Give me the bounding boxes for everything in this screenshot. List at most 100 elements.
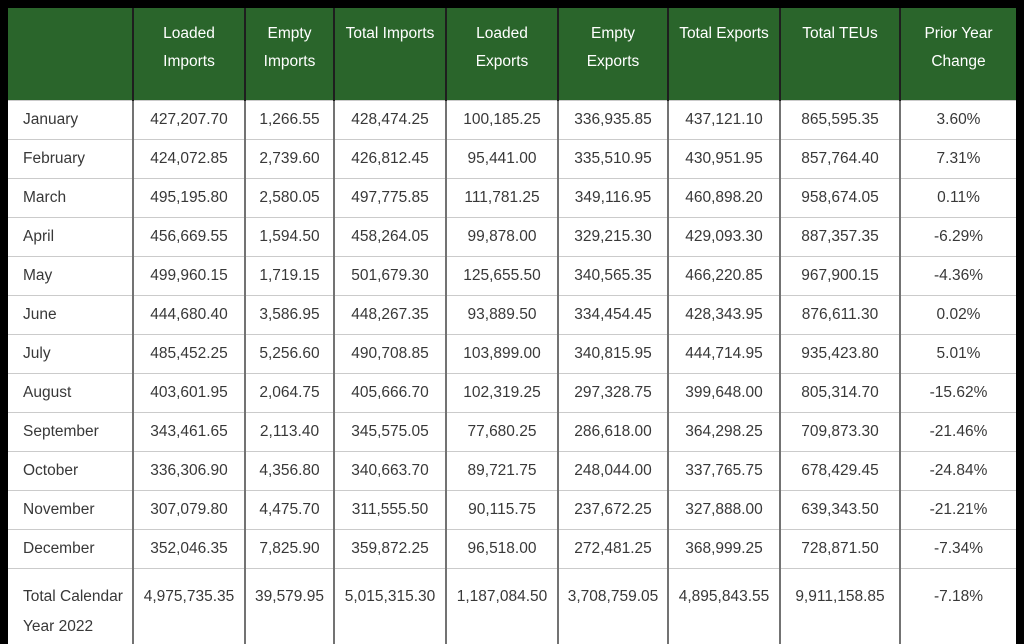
value-cell: 0.11% [900,179,1016,218]
value-cell: 237,672.25 [558,491,668,530]
value-cell: 340,565.35 [558,257,668,296]
value-cell: 334,454.45 [558,296,668,335]
value-cell: 3,586.95 [245,296,334,335]
value-cell: 297,328.75 [558,374,668,413]
value-cell: 857,764.40 [780,140,900,179]
value-cell: 335,510.95 [558,140,668,179]
value-cell: 7.31% [900,140,1016,179]
row-label: June [8,296,133,335]
value-cell: 111,781.25 [446,179,558,218]
value-cell: 4,975,735.35 [133,569,245,644]
value-cell: 428,474.25 [334,101,446,140]
value-cell: 458,264.05 [334,218,446,257]
value-cell: 125,655.50 [446,257,558,296]
value-cell: 485,452.25 [133,335,245,374]
row-label: July [8,335,133,374]
value-cell: 307,079.80 [133,491,245,530]
value-cell: 639,343.50 [780,491,900,530]
row-label: April [8,218,133,257]
column-header: Total TEUs [780,8,900,101]
value-cell: 967,900.15 [780,257,900,296]
value-cell: 337,765.75 [668,452,780,491]
column-header: Empty Imports [245,8,334,101]
value-cell: -7.34% [900,530,1016,569]
value-cell: 460,898.20 [668,179,780,218]
value-cell: 248,044.00 [558,452,668,491]
value-cell: 437,121.10 [668,101,780,140]
value-cell: 426,812.45 [334,140,446,179]
column-header: Total Imports [334,8,446,101]
value-cell: 2,580.05 [245,179,334,218]
value-cell: 329,215.30 [558,218,668,257]
value-cell: 102,319.25 [446,374,558,413]
value-cell: 368,999.25 [668,530,780,569]
value-cell: 428,343.95 [668,296,780,335]
value-cell: 77,680.25 [446,413,558,452]
value-cell: 429,093.30 [668,218,780,257]
value-cell: 876,611.30 [780,296,900,335]
value-cell: -21.46% [900,413,1016,452]
value-cell: 501,679.30 [334,257,446,296]
value-cell: 444,714.95 [668,335,780,374]
value-cell: -7.18% [900,569,1016,644]
value-cell: 39,579.95 [245,569,334,644]
value-cell: 5.01% [900,335,1016,374]
value-cell: 4,895,843.55 [668,569,780,644]
row-label: March [8,179,133,218]
row-label: Total Calendar Year 2022 [8,569,133,644]
column-header: Prior Year Change [900,8,1016,101]
value-cell: 497,775.85 [334,179,446,218]
value-cell: -24.84% [900,452,1016,491]
column-header [8,8,133,101]
value-cell: 403,601.95 [133,374,245,413]
value-cell: 2,113.40 [245,413,334,452]
value-cell: 1,266.55 [245,101,334,140]
value-cell: 678,429.45 [780,452,900,491]
value-cell: 93,889.50 [446,296,558,335]
value-cell: 499,960.15 [133,257,245,296]
value-cell: 5,256.60 [245,335,334,374]
row-label: January [8,101,133,140]
value-cell: 311,555.50 [334,491,446,530]
value-cell: 1,594.50 [245,218,334,257]
column-header: Loaded Imports [133,8,245,101]
value-cell: -4.36% [900,257,1016,296]
value-cell: 805,314.70 [780,374,900,413]
value-cell: 345,575.05 [334,413,446,452]
value-cell: 352,046.35 [133,530,245,569]
value-cell: 3,708,759.05 [558,569,668,644]
value-cell: 424,072.85 [133,140,245,179]
column-header: Total Exports [668,8,780,101]
value-cell: -6.29% [900,218,1016,257]
value-cell: 359,872.25 [334,530,446,569]
value-cell: 349,116.95 [558,179,668,218]
row-label: May [8,257,133,296]
value-cell: 7,825.90 [245,530,334,569]
row-label: February [8,140,133,179]
value-cell: 336,306.90 [133,452,245,491]
value-cell: 405,666.70 [334,374,446,413]
value-cell: 1,719.15 [245,257,334,296]
row-label: August [8,374,133,413]
value-cell: 327,888.00 [668,491,780,530]
value-cell: 100,185.25 [446,101,558,140]
value-cell: 343,461.65 [133,413,245,452]
value-cell: 5,015,315.30 [334,569,446,644]
value-cell: 336,935.85 [558,101,668,140]
value-cell: 466,220.85 [668,257,780,296]
value-cell: 709,873.30 [780,413,900,452]
